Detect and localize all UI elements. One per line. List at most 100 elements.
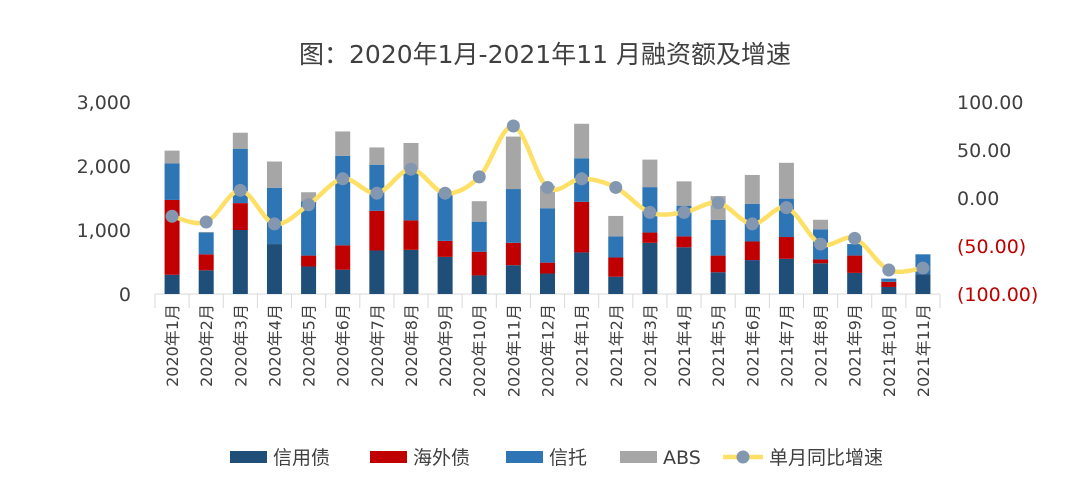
bar-segment-4 <box>608 215 624 237</box>
bar-segment-1 <box>813 263 829 294</box>
bar-segment-2 <box>540 262 555 274</box>
bar-segment-2 <box>198 254 214 271</box>
chart-title: 图：2020年1月-2021年11 月融资额及增速 <box>299 40 791 69</box>
legend-swatch <box>620 451 657 463</box>
bar-segment-4 <box>198 231 214 233</box>
growth-point <box>302 198 316 212</box>
bar-segment-2 <box>676 236 692 248</box>
bar-segment-3 <box>847 244 863 256</box>
bar-segment-2 <box>881 281 897 287</box>
y-left-tick-label: 2,000 <box>77 156 131 178</box>
bar-segment-1 <box>198 270 214 294</box>
growth-point <box>506 119 520 133</box>
y-right-tick-label: 0.00 <box>957 188 999 210</box>
growth-line-layer <box>165 119 930 277</box>
y-right-tick-label: (50.00) <box>957 236 1026 258</box>
y-left-tick-label: 3,000 <box>77 92 131 114</box>
growth-point <box>814 237 828 251</box>
bar-segment-1 <box>676 247 692 294</box>
x-tick-label: 2020年3月 <box>231 304 250 387</box>
bar-segment-1 <box>164 274 180 294</box>
x-tick-label: 2020年5月 <box>300 304 319 387</box>
x-tick-label: 2021年10月 <box>880 304 899 397</box>
y-left-tick-label: 1,000 <box>77 220 131 242</box>
bar-segment-3 <box>403 171 419 221</box>
growth-point <box>267 217 281 231</box>
bar-segment-1 <box>847 272 863 294</box>
legend-swatch <box>370 451 407 463</box>
bar-segment-2 <box>642 232 658 243</box>
bar-segment-3 <box>505 189 521 243</box>
bar-segment-4 <box>335 131 351 156</box>
bar-segment-2 <box>403 220 419 250</box>
bar-segment-1 <box>710 272 726 294</box>
y-right-tick-label: 50.00 <box>957 140 1011 162</box>
bar-segment-1 <box>403 249 419 294</box>
x-tick-label: 2021年1月 <box>573 304 592 387</box>
bar-segment-3 <box>608 236 624 258</box>
bar-segment-3 <box>301 201 317 256</box>
x-tick-label: 2021年5月 <box>709 304 728 387</box>
x-tick-label: 2020年11月 <box>504 304 523 397</box>
legend-marker <box>736 450 750 464</box>
bar-segment-1 <box>881 286 897 294</box>
bar-segment-1 <box>778 258 794 294</box>
bar-segment-3 <box>437 191 453 241</box>
growth-point <box>233 183 247 197</box>
bar-segment-2 <box>813 259 829 264</box>
bar-segment-4 <box>642 159 658 188</box>
bar-segment-1 <box>540 273 555 294</box>
growth-point <box>199 215 213 229</box>
legend: 信用债 海外债 信托 ABS 单月同比增速 <box>230 447 883 469</box>
growth-point <box>609 180 623 194</box>
bar-segment-1 <box>335 269 351 294</box>
bar-segment-3 <box>710 219 726 256</box>
legend-label: 信托 <box>549 447 587 469</box>
bar-segment-2 <box>232 203 248 230</box>
growth-point <box>882 263 896 277</box>
bar-segment-4 <box>266 161 282 188</box>
bar-segment-3 <box>881 278 897 282</box>
bar-segment-4 <box>232 132 248 149</box>
bar-segment-2 <box>335 245 351 270</box>
bar-segment-2 <box>471 251 487 276</box>
bar-segment-3 <box>198 232 214 255</box>
bar-segment-4 <box>369 147 385 165</box>
x-tick-label: 2021年6月 <box>743 304 762 387</box>
growth-point <box>404 162 418 176</box>
x-tick-label: 2021年8月 <box>812 304 831 387</box>
bar-segment-3 <box>540 208 555 263</box>
bar-segment-1 <box>266 244 282 294</box>
x-tick-label: 2021年2月 <box>607 304 626 387</box>
bar-segment-2 <box>608 257 624 277</box>
bar-segment-2 <box>744 241 760 261</box>
bars-layer <box>164 123 931 294</box>
bar-segment-1 <box>642 242 658 294</box>
growth-point <box>575 172 589 186</box>
legend-label: 海外债 <box>413 447 470 469</box>
bar-segment-1 <box>744 260 760 294</box>
growth-point <box>848 231 862 245</box>
bar-segment-2 <box>437 240 453 257</box>
growth-point <box>745 217 759 231</box>
legend-label: ABS <box>663 447 701 469</box>
legend-label: 信用债 <box>273 447 330 469</box>
growth-point <box>711 196 725 210</box>
growth-point <box>541 180 554 194</box>
growth-point <box>438 186 452 200</box>
bar-segment-4 <box>676 181 692 206</box>
x-tick-label: 2020年6月 <box>334 304 353 387</box>
legend-swatch <box>230 451 267 463</box>
bar-segment-1 <box>301 266 317 294</box>
growth-point <box>779 201 793 215</box>
bar-segment-1 <box>608 276 624 294</box>
x-tick-label: 2021年11月 <box>914 304 933 397</box>
growth-point <box>370 186 384 200</box>
bar-segment-1 <box>437 256 453 294</box>
x-tick-label: 2020年7月 <box>368 304 387 387</box>
y-left-tick-label: 0 <box>119 284 131 306</box>
bar-segment-1 <box>915 274 931 294</box>
bar-segment-1 <box>471 275 487 294</box>
bar-segment-4 <box>505 136 521 190</box>
